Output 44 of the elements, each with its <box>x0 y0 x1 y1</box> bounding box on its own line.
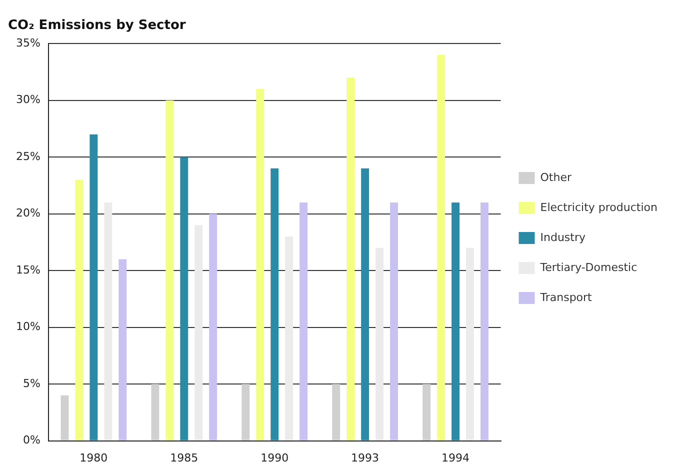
y-tick-label: 25% <box>16 150 40 163</box>
bar <box>480 202 488 440</box>
y-tick-label: 30% <box>16 93 40 106</box>
bar <box>209 214 218 440</box>
legend-label: Tertiary-Domestic <box>539 260 638 274</box>
bar <box>90 134 98 440</box>
bar <box>194 225 203 440</box>
y-tick-label: 5% <box>22 376 40 390</box>
x-tick-label: 1994 <box>442 451 470 464</box>
bar <box>285 236 294 440</box>
y-tick-label: 10% <box>16 320 40 334</box>
bar <box>300 202 308 440</box>
bar <box>452 202 460 440</box>
bar <box>242 384 250 440</box>
y-tick-label: 0% <box>22 434 40 447</box>
bar <box>180 157 188 440</box>
y-tick-label: 35% <box>16 36 40 50</box>
legend-label: Industry <box>540 230 586 244</box>
legend-label: Transport <box>539 290 593 304</box>
x-tick-label: 1980 <box>80 451 108 464</box>
bar <box>437 54 446 440</box>
bar <box>75 180 84 440</box>
bar <box>166 100 174 440</box>
bar <box>361 168 370 440</box>
x-tick-label: 1985 <box>170 451 198 464</box>
bar <box>270 168 279 440</box>
bar <box>151 384 160 440</box>
x-tick-label: 1993 <box>351 451 380 464</box>
bar <box>390 202 398 440</box>
legend-label: Electricity production <box>540 200 658 214</box>
bar <box>118 259 127 440</box>
legend-label: Other <box>540 170 572 184</box>
y-tick-label: 20% <box>16 206 40 220</box>
chart-title: CO₂ Emissions by Sector <box>8 18 186 34</box>
bar <box>376 248 384 440</box>
bar <box>60 395 69 440</box>
bar <box>346 78 355 440</box>
y-tick-label: 15% <box>16 263 40 276</box>
bar <box>256 88 264 440</box>
bar <box>466 248 474 440</box>
bar <box>104 202 112 440</box>
bar <box>422 384 431 440</box>
bar <box>332 384 340 440</box>
x-tick-label: 1990 <box>260 451 289 464</box>
